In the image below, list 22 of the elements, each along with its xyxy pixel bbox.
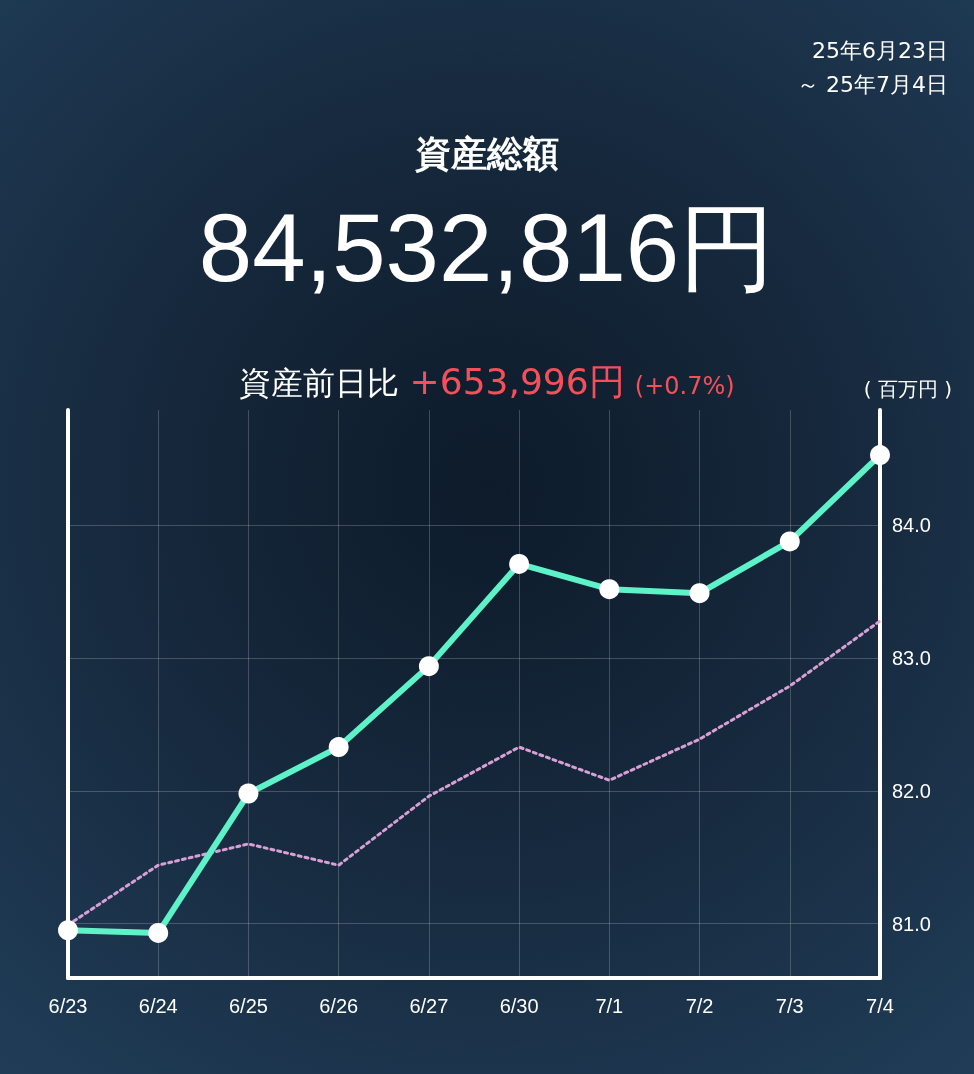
x-tick-label: 7/2	[685, 995, 714, 1017]
text: (+0.7%)	[634, 372, 735, 400]
text: ～ 25年7月4日	[797, 71, 948, 99]
x-tick-label: 7/1	[595, 995, 624, 1017]
y-tick-label: 81.0	[892, 912, 931, 935]
x-tick-label: 6/23	[48, 995, 88, 1017]
text: +653,996円	[409, 361, 625, 402]
chart-title: 資産総額	[414, 132, 560, 176]
text: 25年6月23日	[811, 37, 948, 65]
y-axis-title: ( 百万円 )	[863, 376, 952, 403]
y-tick-label: 84.0	[892, 514, 931, 537]
chart-subtitle: 84,532,816円	[197, 193, 777, 303]
y-tick-label: 82.0	[892, 779, 931, 802]
x-tick-label: 6/30	[499, 995, 539, 1017]
x-tick-label: 6/27	[409, 995, 449, 1017]
y-tick-label: 83.0	[892, 647, 931, 670]
x-tick-label: 6/24	[138, 995, 178, 1017]
text: 資産前日比	[239, 364, 400, 402]
x-tick-label: 6/25	[228, 995, 268, 1017]
x-tick-label: 7/3	[775, 995, 804, 1017]
x-tick-label: 7/4	[866, 995, 894, 1017]
x-tick-label: 6/26	[319, 995, 359, 1017]
